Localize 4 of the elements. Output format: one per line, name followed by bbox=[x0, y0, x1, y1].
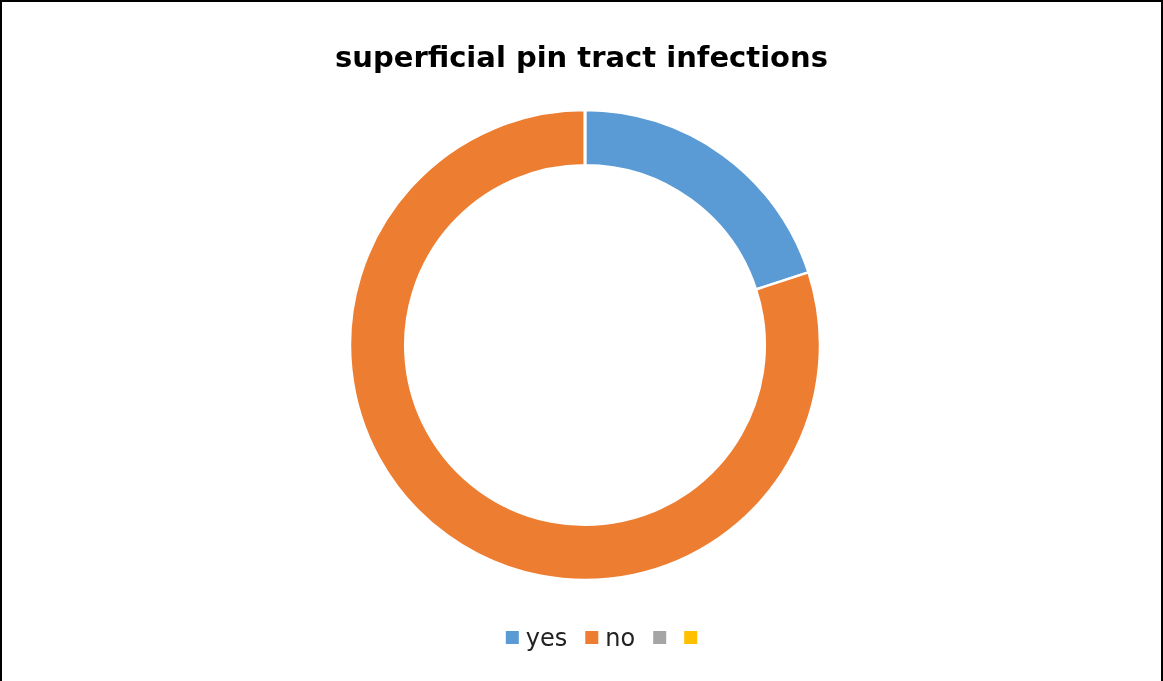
chart-title: superficial pin tract infections bbox=[335, 40, 828, 74]
legend-label: no bbox=[605, 624, 636, 653]
donut-slice bbox=[348, 108, 821, 581]
legend-label: yes bbox=[525, 624, 568, 653]
